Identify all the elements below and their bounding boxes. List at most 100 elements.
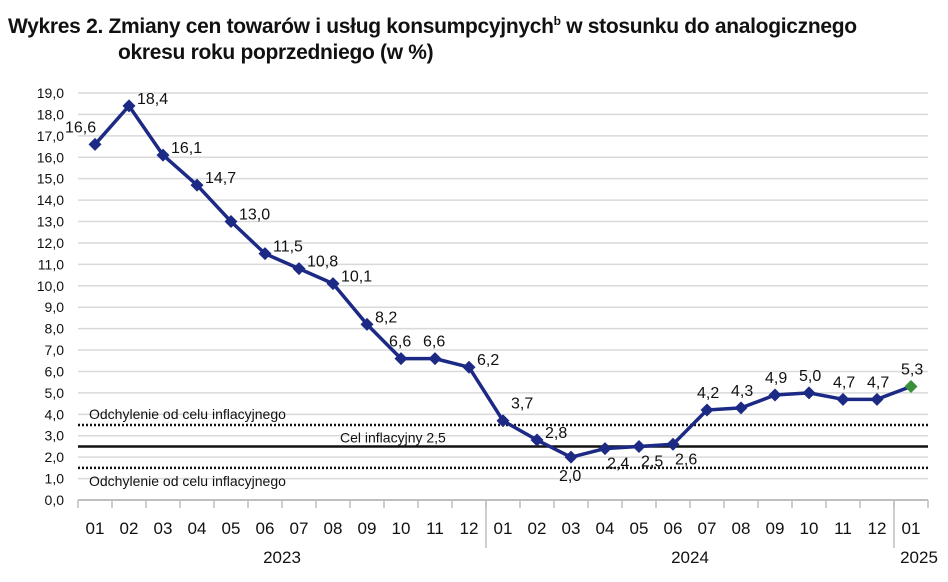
y-tick-label: 0,0 [45, 492, 65, 508]
title-line-2: okresu roku poprzedniego (w %) [118, 41, 434, 64]
data-point [496, 414, 510, 428]
y-tick-label: 12,0 [37, 235, 64, 251]
data-point [564, 450, 578, 464]
x-tick-label: 04 [188, 519, 207, 538]
data-label: 4,2 [697, 385, 719, 402]
data-label: 2,5 [641, 453, 663, 470]
data-point [700, 403, 714, 417]
data-point [156, 148, 170, 162]
y-tick-label: 9,0 [45, 299, 65, 315]
x-tick-label: 04 [596, 519, 615, 538]
y-tick-label: 1,0 [45, 471, 65, 487]
data-label: 5,3 [901, 361, 923, 378]
data-point [258, 247, 272, 261]
data-label: 3,7 [511, 396, 533, 413]
x-tick-label: 01 [86, 519, 105, 538]
y-tick-label: 17,0 [37, 128, 64, 144]
data-point [734, 401, 748, 415]
data-label: 18,4 [137, 91, 168, 108]
y-tick-label: 19,0 [37, 85, 64, 101]
data-label: 2,0 [559, 468, 581, 485]
year-label: 2024 [671, 548, 709, 567]
x-tick-label: 10 [392, 519, 411, 538]
y-tick-label: 7,0 [45, 342, 65, 358]
data-label: 10,1 [341, 269, 372, 286]
data-point [530, 433, 544, 447]
x-tick-label: 07 [698, 519, 717, 538]
data-label: 13,0 [239, 207, 270, 224]
data-point [462, 360, 476, 374]
data-label: 6,6 [389, 334, 411, 351]
data-label: 2,6 [675, 451, 697, 468]
y-tick-label: 10,0 [37, 278, 64, 294]
x-tick-label: 07 [290, 519, 309, 538]
data-label: 6,2 [477, 352, 499, 369]
data-point [598, 442, 612, 456]
x-tick-label: 12 [868, 519, 887, 538]
x-tick-label: 11 [426, 519, 444, 538]
y-tick-label: 5,0 [45, 385, 65, 401]
y-tick-label: 11,0 [38, 256, 64, 272]
y-tick-label: 16,0 [37, 149, 64, 165]
y-tick-label: 2,0 [45, 449, 65, 465]
y-tick-label: 6,0 [45, 363, 65, 379]
reference-line-label: Cel inflacyjny 2,5 [340, 429, 446, 445]
data-point [326, 277, 340, 291]
data-point [360, 317, 374, 331]
data-label: 6,6 [423, 334, 445, 351]
x-tick-label: 05 [630, 519, 649, 538]
x-tick-label: 09 [358, 519, 377, 538]
data-point [394, 352, 408, 366]
year-label: 2023 [263, 548, 301, 567]
y-tick-label: 4,0 [45, 406, 65, 422]
data-label: 2,4 [607, 456, 629, 473]
x-tick-label: 12 [460, 519, 479, 538]
x-tick-label: 03 [154, 519, 173, 538]
x-tick-label: 11 [834, 519, 852, 538]
x-tick-label: 06 [664, 519, 683, 538]
data-point [88, 137, 102, 151]
data-point [768, 388, 782, 402]
x-tick-label: 02 [120, 519, 139, 538]
data-point [904, 379, 918, 393]
y-tick-label: 15,0 [37, 171, 64, 187]
x-tick-label: 08 [324, 519, 343, 538]
series-line [93, 104, 912, 459]
data-point [666, 437, 680, 451]
reference-line-label: Odchylenie od celu inflacyjnego [89, 473, 286, 489]
title-footnote: b [553, 14, 561, 28]
x-tick-label: 02 [528, 519, 547, 538]
data-label: 4,7 [833, 374, 855, 391]
x-tick-label: 05 [222, 519, 241, 538]
data-point [292, 262, 306, 276]
data-point [802, 386, 816, 400]
y-tick-label: 3,0 [45, 428, 65, 444]
y-tick-label: 18,0 [37, 106, 64, 122]
data-label: 4,7 [867, 374, 889, 391]
data-label: 14,7 [205, 170, 236, 187]
x-tick-label: 09 [766, 519, 785, 538]
y-tick-label: 14,0 [37, 192, 64, 208]
data-label: 4,9 [765, 370, 787, 387]
y-tick-label: 8,0 [45, 321, 65, 337]
x-tick-label: 08 [732, 519, 751, 538]
x-tick-label: 03 [562, 519, 581, 538]
year-label: 2025 [900, 548, 938, 567]
data-label: 16,6 [65, 119, 96, 136]
reference-line-label: Odchylenie od celu inflacyjnego [89, 406, 286, 422]
data-label: 2,8 [545, 425, 567, 442]
x-tick-label: 01 [902, 519, 921, 538]
data-label: 10,8 [307, 254, 338, 271]
chart-title: Wykres 2. Zmiany cen towarów i usług kon… [8, 8, 857, 66]
data-label: 5,0 [799, 368, 821, 385]
data-point [122, 99, 136, 113]
data-point [224, 215, 238, 229]
title-line-1: Wykres 2. Zmiany cen towarów i usług kon… [8, 15, 554, 38]
data-label: 11,5 [273, 239, 303, 256]
title-line-1-rest: w stosunku do analogicznego [560, 15, 857, 38]
x-tick-label: 06 [256, 519, 275, 538]
data-point [190, 178, 204, 192]
data-point [428, 352, 442, 366]
data-label: 8,2 [375, 309, 397, 326]
